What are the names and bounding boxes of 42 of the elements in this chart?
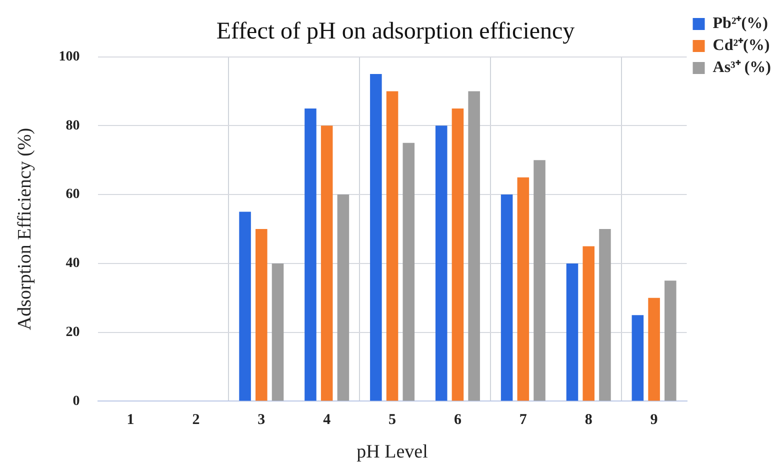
y-tick-label: 0	[72, 394, 80, 409]
legend-label: Cd²⁺(%)	[712, 37, 770, 54]
bar	[370, 74, 382, 401]
bar	[582, 246, 594, 401]
bar	[256, 229, 268, 401]
y-tick-label: 20	[66, 324, 80, 340]
y-tick-label: 80	[66, 118, 80, 134]
bar	[664, 280, 676, 401]
bar	[272, 263, 284, 401]
bar	[632, 315, 644, 401]
bar	[386, 91, 398, 401]
bar	[452, 108, 464, 401]
x-tick-label: 5	[388, 412, 396, 428]
bar	[239, 212, 251, 401]
bar	[337, 194, 350, 401]
x-tick-label: 7	[519, 412, 528, 428]
bar	[566, 263, 578, 401]
legend-label: As³⁺ (%)	[712, 59, 771, 76]
x-tick-label: 2	[192, 412, 200, 428]
x-tick-label: 4	[323, 412, 332, 428]
x-tick-label: 8	[584, 412, 592, 428]
bar	[534, 160, 546, 401]
x-axis-title: pH Level	[356, 442, 428, 463]
x-tick-label: 9	[650, 412, 658, 428]
bar	[435, 126, 448, 401]
bar	[304, 108, 316, 401]
x-tick-label: 6	[454, 412, 462, 428]
y-tick-label: 60	[66, 187, 80, 202]
bar	[599, 229, 611, 401]
x-tick-label: 1	[126, 412, 134, 428]
y-axis-title: Adsorption Efficiency (%)	[14, 128, 36, 330]
bar	[468, 91, 480, 401]
legend-label: Pb²⁺(%)	[712, 15, 768, 32]
bar	[648, 298, 660, 401]
chart-title: Effect of pH on adsorption efficiency	[216, 18, 575, 45]
bar	[320, 126, 333, 401]
bar	[500, 194, 513, 401]
y-tick-label: 100	[58, 49, 80, 64]
x-tick-label: 3	[258, 412, 266, 428]
bar	[402, 142, 415, 401]
bar	[517, 177, 530, 401]
y-tick-label: 40	[66, 256, 80, 272]
